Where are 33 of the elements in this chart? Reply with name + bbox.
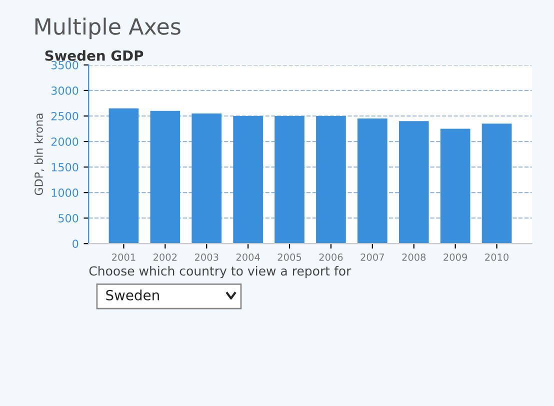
bar xyxy=(398,121,429,244)
x-tick-label: 2006 xyxy=(319,253,343,261)
y-tick-label: 2000 xyxy=(51,137,78,146)
x-tick-label: 2004 xyxy=(236,253,260,261)
x-tick-label: 2002 xyxy=(154,253,177,261)
bar xyxy=(192,113,222,244)
y-tick-label: 500 xyxy=(58,214,78,222)
bar xyxy=(274,116,304,244)
chart-title: Multiple Axes xyxy=(35,18,180,40)
y-tick-label: 2500 xyxy=(51,112,78,120)
bar xyxy=(440,128,470,244)
text: Choose which country to view a report for xyxy=(89,266,352,278)
bar xyxy=(316,116,346,244)
y-tick-label: 1500 xyxy=(52,163,78,172)
y-axis-title: GDP, bln krona xyxy=(34,114,44,196)
y-tick-label: 0 xyxy=(72,240,78,248)
bar xyxy=(150,110,180,244)
x-tick-label: 2009 xyxy=(444,253,468,261)
x-tick-label: 2007 xyxy=(360,253,384,261)
bar xyxy=(233,116,263,244)
x-tick-label: 2005 xyxy=(278,253,302,261)
x-tick-label: 2001 xyxy=(112,253,136,261)
x-tick-label: 2003 xyxy=(194,253,218,261)
x-tick-label: 2010 xyxy=(485,253,508,261)
y-tick-label: 3500 xyxy=(51,60,78,70)
bar xyxy=(357,118,388,244)
bar xyxy=(482,124,512,244)
chart-subtitle: Sweden GDP xyxy=(45,50,144,61)
x-tick-label: 2008 xyxy=(402,253,426,261)
text: Sweden xyxy=(106,290,159,300)
y-tick-label: 3000 xyxy=(51,86,78,95)
bar xyxy=(108,108,139,244)
y-tick-label: 1000 xyxy=(52,188,78,197)
